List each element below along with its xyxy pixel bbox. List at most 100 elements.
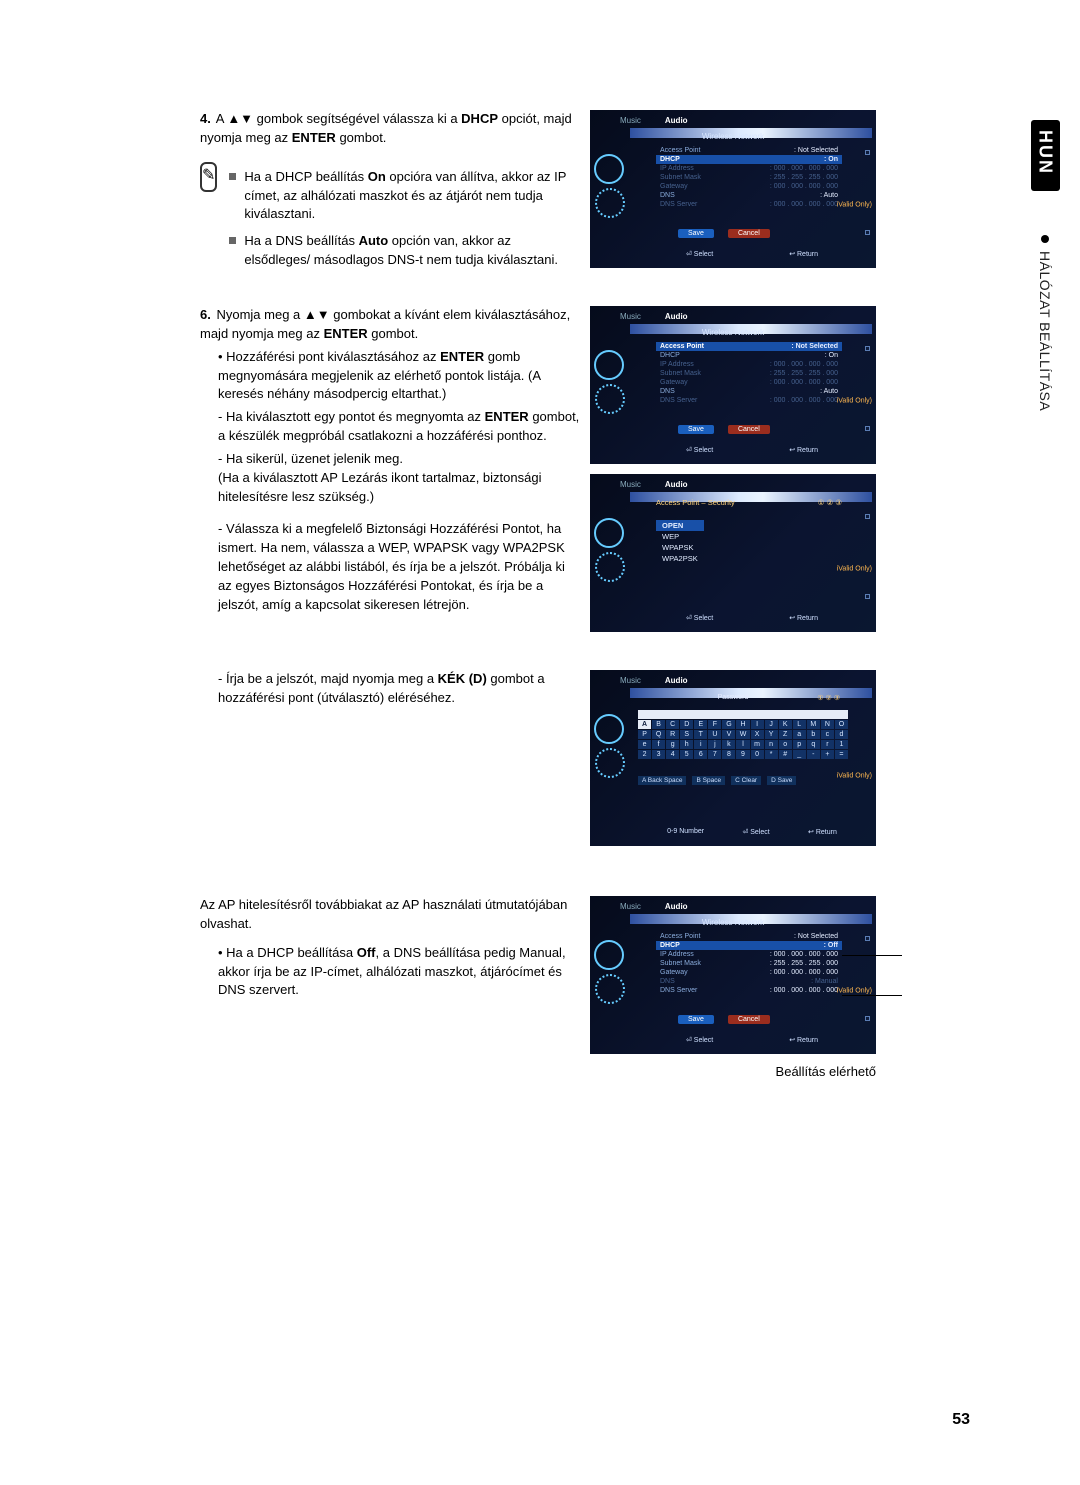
settings-row[interactable]: DNS: Manual bbox=[656, 977, 842, 986]
settings-row[interactable]: DNS: Auto bbox=[656, 191, 842, 200]
settings-row[interactable]: Access Point: Not Selected bbox=[656, 146, 842, 155]
keyboard-key[interactable]: b bbox=[807, 730, 820, 739]
keyboard-key[interactable]: G bbox=[722, 720, 735, 729]
tab-music[interactable]: Music bbox=[620, 312, 641, 321]
keyboard-key[interactable]: # bbox=[779, 750, 792, 759]
security-option[interactable]: WEP bbox=[656, 531, 704, 542]
keyboard-key[interactable]: 5 bbox=[680, 750, 693, 759]
settings-row[interactable]: IP Address: 000 . 000 . 000 . 000 bbox=[656, 360, 842, 369]
keyboard-key[interactable]: g bbox=[666, 740, 679, 749]
scroll-up-icon[interactable] bbox=[865, 514, 870, 519]
keyboard-key[interactable]: 6 bbox=[694, 750, 707, 759]
keyboard-key[interactable]: 7 bbox=[708, 750, 721, 759]
keyboard-key[interactable]: 3 bbox=[652, 750, 665, 759]
scroll-up-icon[interactable] bbox=[865, 346, 870, 351]
security-option[interactable]: WPAPSK bbox=[656, 542, 704, 553]
tab-music[interactable]: Music bbox=[620, 676, 641, 685]
save-button[interactable]: Save bbox=[678, 229, 714, 238]
keyboard-key[interactable]: H bbox=[736, 720, 749, 729]
keyboard-key[interactable]: c bbox=[821, 730, 834, 739]
keyboard-key[interactable]: J bbox=[765, 720, 778, 729]
settings-row[interactable]: DNS Server: 000 . 000 . 000 . 000 bbox=[656, 200, 842, 209]
keyboard-key[interactable]: o bbox=[779, 740, 792, 749]
keyboard-key[interactable]: * bbox=[765, 750, 778, 759]
keyboard-key[interactable]: S bbox=[680, 730, 693, 739]
keyboard-key[interactable]: R bbox=[666, 730, 679, 739]
keyboard-key[interactable]: m bbox=[751, 740, 764, 749]
tab-audio[interactable]: Audio bbox=[665, 116, 688, 125]
keyboard-key[interactable]: f bbox=[652, 740, 665, 749]
scroll-up-icon[interactable] bbox=[865, 150, 870, 155]
keyboard-key[interactable]: U bbox=[708, 730, 721, 739]
keyboard-key[interactable]: + bbox=[821, 750, 834, 759]
keyboard-key[interactable]: 1 bbox=[835, 740, 848, 749]
keyboard-key[interactable]: F bbox=[708, 720, 721, 729]
settings-row[interactable]: DNS Server: 000 . 000 . 000 . 000 bbox=[656, 396, 842, 405]
keyboard-key[interactable]: h bbox=[680, 740, 693, 749]
keyboard-key[interactable]: Z bbox=[779, 730, 792, 739]
settings-row[interactable]: Gateway: 000 . 000 . 000 . 000 bbox=[656, 968, 842, 977]
keyboard-key[interactable]: k bbox=[722, 740, 735, 749]
keyboard-key[interactable]: p bbox=[793, 740, 806, 749]
keyboard-key[interactable]: V bbox=[722, 730, 735, 739]
security-option[interactable]: WPA2PSK bbox=[656, 553, 704, 564]
settings-row[interactable]: Gateway: 000 . 000 . 000 . 000 bbox=[656, 182, 842, 191]
tab-music[interactable]: Music bbox=[620, 902, 641, 911]
security-option[interactable]: OPEN bbox=[656, 520, 704, 531]
tab-music[interactable]: Music bbox=[620, 480, 641, 489]
keyboard-key[interactable]: B bbox=[652, 720, 665, 729]
keyboard-key[interactable]: = bbox=[835, 750, 848, 759]
cancel-button[interactable]: Cancel bbox=[728, 229, 770, 238]
keyboard-key[interactable]: j bbox=[708, 740, 721, 749]
tab-audio[interactable]: Audio bbox=[665, 902, 688, 911]
keyboard-key[interactable]: C bbox=[666, 720, 679, 729]
keyboard-key[interactable]: - bbox=[807, 750, 820, 759]
settings-row[interactable]: DHCP: Off bbox=[656, 941, 842, 950]
scroll-down-icon[interactable] bbox=[865, 1016, 870, 1021]
keyboard-key[interactable]: M bbox=[807, 720, 820, 729]
settings-row[interactable]: DNS: Auto bbox=[656, 387, 842, 396]
settings-row[interactable]: DNS Server: 000 . 000 . 000 . 000 bbox=[656, 986, 842, 995]
settings-row[interactable]: DHCP: On bbox=[656, 155, 842, 164]
keyboard-key[interactable]: i bbox=[694, 740, 707, 749]
keyboard-key[interactable]: T bbox=[694, 730, 707, 739]
keyboard-key[interactable]: _ bbox=[793, 750, 806, 759]
keyboard-key[interactable]: e bbox=[638, 740, 651, 749]
cancel-button[interactable]: Cancel bbox=[728, 425, 770, 434]
settings-row[interactable]: Access Point: Not Selected bbox=[656, 342, 842, 351]
keyboard-key[interactable]: 2 bbox=[638, 750, 651, 759]
keyboard-key[interactable]: Y bbox=[765, 730, 778, 739]
settings-row[interactable]: Access Point: Not Selected bbox=[656, 932, 842, 941]
keyboard-key[interactable]: l bbox=[736, 740, 749, 749]
cancel-button[interactable]: Cancel bbox=[728, 1015, 770, 1024]
settings-row[interactable]: Subnet Mask: 255 . 255 . 255 . 000 bbox=[656, 369, 842, 378]
keyboard-key[interactable]: O bbox=[835, 720, 848, 729]
save-button[interactable]: Save bbox=[678, 425, 714, 434]
keyboard-key[interactable]: D bbox=[680, 720, 693, 729]
scroll-down-icon[interactable] bbox=[865, 594, 870, 599]
settings-row[interactable]: Gateway: 000 . 000 . 000 . 000 bbox=[656, 378, 842, 387]
save-button[interactable]: Save bbox=[678, 1015, 714, 1024]
tab-music[interactable]: Music bbox=[620, 116, 641, 125]
settings-row[interactable]: IP Address: 000 . 000 . 000 . 000 bbox=[656, 950, 842, 959]
keyboard-key[interactable]: W bbox=[736, 730, 749, 739]
scroll-up-icon[interactable] bbox=[865, 936, 870, 941]
keyboard-key[interactable]: a bbox=[793, 730, 806, 739]
keyboard-key[interactable]: n bbox=[765, 740, 778, 749]
tab-audio[interactable]: Audio bbox=[665, 312, 688, 321]
keyboard-key[interactable]: X bbox=[751, 730, 764, 739]
keyboard-key[interactable]: 9 bbox=[736, 750, 749, 759]
keyboard-key[interactable]: K bbox=[779, 720, 792, 729]
keyboard-key[interactable]: Q bbox=[652, 730, 665, 739]
keyboard-key[interactable]: E bbox=[694, 720, 707, 729]
keyboard-key[interactable]: N bbox=[821, 720, 834, 729]
keyboard-key[interactable]: q bbox=[807, 740, 820, 749]
keyboard-key[interactable]: I bbox=[751, 720, 764, 729]
settings-row[interactable]: DHCP: On bbox=[656, 351, 842, 360]
scroll-down-icon[interactable] bbox=[865, 230, 870, 235]
password-input[interactable] bbox=[638, 710, 848, 719]
tab-audio[interactable]: Audio bbox=[665, 676, 688, 685]
keyboard-key[interactable]: 0 bbox=[751, 750, 764, 759]
settings-row[interactable]: Subnet Mask: 255 . 255 . 255 . 000 bbox=[656, 959, 842, 968]
keyboard-key[interactable]: L bbox=[793, 720, 806, 729]
